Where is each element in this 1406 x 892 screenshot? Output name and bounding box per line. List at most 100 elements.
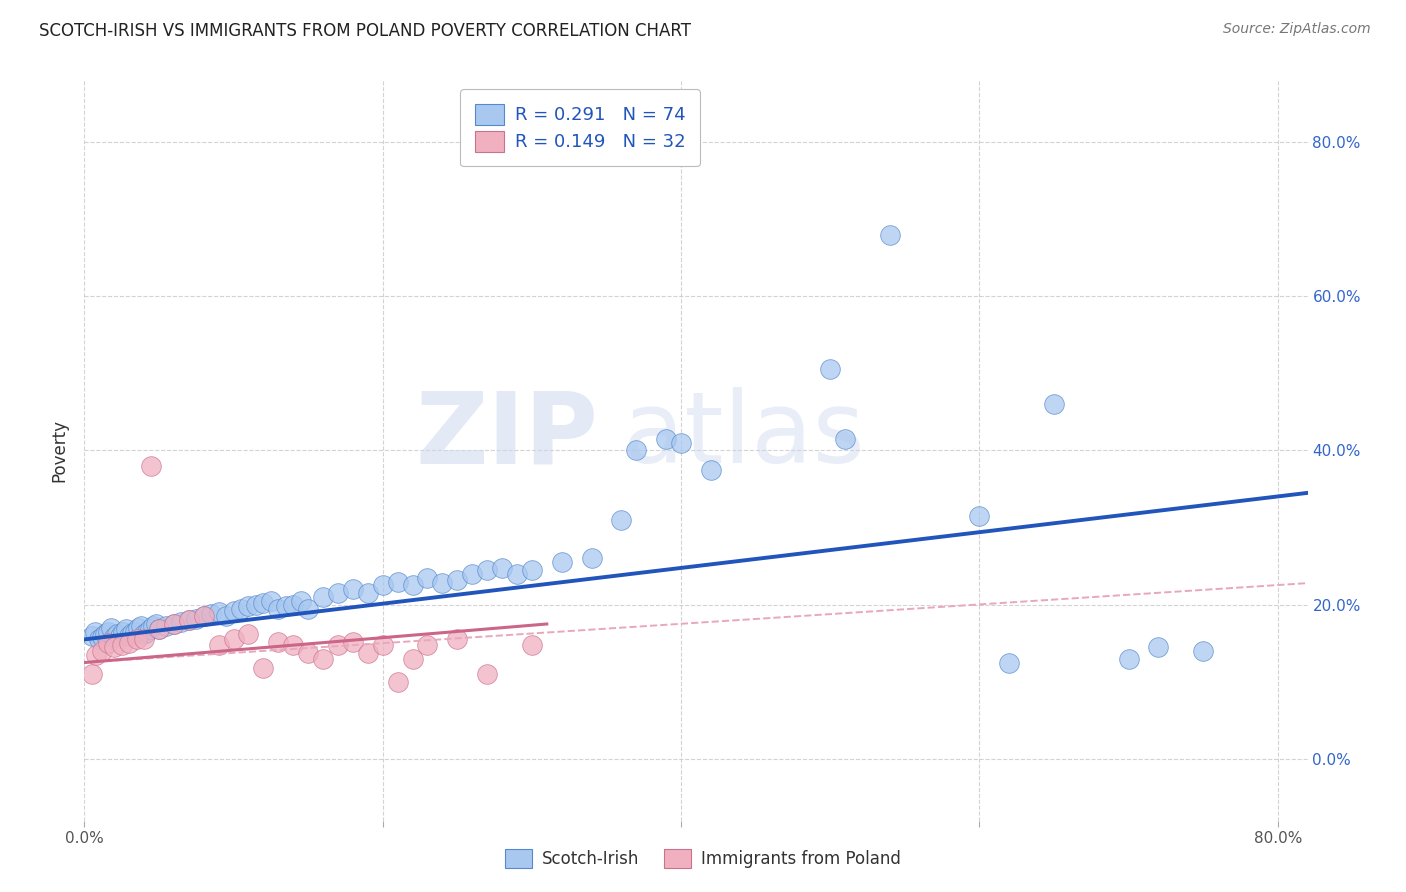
Point bbox=[461, 566, 484, 581]
Point bbox=[163, 617, 186, 632]
Point bbox=[969, 508, 991, 523]
Point bbox=[118, 628, 141, 642]
Point bbox=[97, 624, 120, 639]
Point bbox=[148, 623, 170, 637]
Point bbox=[297, 646, 319, 660]
Point bbox=[105, 627, 128, 641]
Point bbox=[80, 628, 103, 642]
Point bbox=[581, 551, 603, 566]
Point bbox=[326, 638, 349, 652]
Point bbox=[387, 674, 409, 689]
Point bbox=[401, 578, 423, 592]
Point bbox=[357, 646, 380, 660]
Point bbox=[121, 626, 143, 640]
Point bbox=[215, 609, 238, 624]
Point bbox=[127, 621, 149, 635]
Point bbox=[155, 619, 177, 633]
Point bbox=[238, 627, 260, 641]
Point bbox=[267, 634, 290, 648]
Point bbox=[312, 590, 335, 604]
Point bbox=[446, 632, 468, 647]
Point bbox=[371, 638, 394, 652]
Point bbox=[267, 601, 290, 615]
Point bbox=[506, 566, 529, 581]
Point bbox=[83, 624, 105, 639]
Point bbox=[520, 638, 543, 652]
Point bbox=[432, 576, 454, 591]
Point bbox=[326, 586, 349, 600]
Point bbox=[91, 630, 114, 644]
Point bbox=[80, 667, 103, 681]
Point bbox=[238, 599, 260, 614]
Point bbox=[89, 632, 111, 647]
Point bbox=[129, 618, 152, 632]
Point bbox=[1043, 397, 1066, 411]
Point bbox=[669, 435, 692, 450]
Point bbox=[626, 443, 648, 458]
Point bbox=[551, 555, 574, 569]
Point bbox=[475, 667, 498, 681]
Point bbox=[834, 432, 856, 446]
Point bbox=[416, 638, 439, 652]
Point bbox=[186, 611, 208, 625]
Point bbox=[207, 638, 229, 652]
Point bbox=[94, 627, 117, 641]
Point bbox=[229, 601, 252, 615]
Text: Source: ZipAtlas.com: Source: ZipAtlas.com bbox=[1223, 22, 1371, 37]
Point bbox=[475, 563, 498, 577]
Text: ZIP: ZIP bbox=[415, 387, 598, 484]
Point bbox=[818, 362, 841, 376]
Point bbox=[401, 651, 423, 665]
Point bbox=[193, 609, 215, 624]
Point bbox=[132, 632, 155, 647]
Point bbox=[111, 638, 134, 652]
Point bbox=[998, 656, 1021, 670]
Point bbox=[124, 624, 146, 639]
Point bbox=[145, 617, 167, 632]
Point bbox=[115, 623, 138, 637]
Point bbox=[97, 636, 120, 650]
Point bbox=[170, 615, 193, 629]
Point bbox=[260, 594, 283, 608]
Point bbox=[112, 624, 135, 639]
Point bbox=[416, 571, 439, 585]
Point bbox=[342, 634, 364, 648]
Point bbox=[177, 613, 200, 627]
Point bbox=[283, 598, 305, 612]
Point bbox=[222, 632, 245, 647]
Y-axis label: Poverty: Poverty bbox=[51, 419, 69, 482]
Point bbox=[446, 573, 468, 587]
Point bbox=[1118, 651, 1140, 665]
Point bbox=[342, 582, 364, 597]
Point bbox=[387, 574, 409, 589]
Point bbox=[193, 609, 215, 624]
Point bbox=[655, 432, 678, 446]
Point bbox=[163, 617, 186, 632]
Point bbox=[252, 661, 274, 675]
Point bbox=[610, 513, 633, 527]
Point bbox=[312, 651, 335, 665]
Point bbox=[1192, 644, 1215, 658]
Point bbox=[84, 648, 107, 662]
Point bbox=[520, 563, 543, 577]
Legend: Scotch-Irish, Immigrants from Poland: Scotch-Irish, Immigrants from Poland bbox=[499, 842, 907, 875]
Point bbox=[222, 604, 245, 618]
Text: atlas: atlas bbox=[623, 387, 865, 484]
Point bbox=[283, 638, 305, 652]
Point bbox=[108, 628, 131, 642]
Point bbox=[118, 636, 141, 650]
Point bbox=[142, 619, 165, 633]
Point bbox=[357, 586, 380, 600]
Point bbox=[91, 644, 114, 658]
Point bbox=[1147, 640, 1170, 654]
Point bbox=[252, 596, 274, 610]
Point bbox=[491, 560, 513, 574]
Point bbox=[132, 627, 155, 641]
Point bbox=[125, 632, 148, 647]
Point bbox=[879, 227, 901, 242]
Point bbox=[177, 613, 200, 627]
Point bbox=[297, 601, 319, 615]
Point bbox=[141, 458, 163, 473]
Point bbox=[103, 630, 125, 644]
Point bbox=[700, 463, 723, 477]
